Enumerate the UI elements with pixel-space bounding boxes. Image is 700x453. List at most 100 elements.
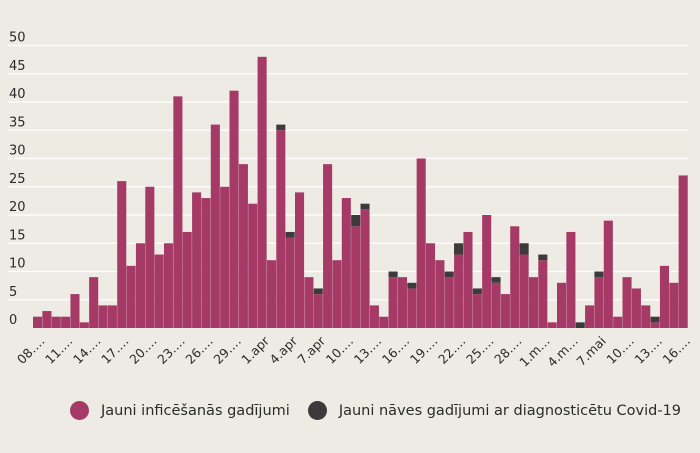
bar-infections[interactable] [295, 192, 305, 328]
bar-infections[interactable] [463, 231, 473, 328]
bar-infections[interactable] [557, 282, 567, 328]
bar-infections[interactable] [210, 124, 220, 328]
bar-infections[interactable] [435, 260, 445, 328]
bar-infections[interactable] [444, 277, 454, 328]
x-tick-label: 7.mai [573, 333, 609, 369]
legend-item-infections[interactable]: Jauni inficēšanās gadījumi [70, 401, 290, 420]
bar-infections[interactable] [528, 277, 539, 328]
x-tick-label: 26.… [182, 333, 216, 367]
bar-infections[interactable] [61, 316, 71, 328]
bar-deaths[interactable] [285, 231, 295, 238]
bar-infections[interactable] [397, 277, 408, 328]
bar-infections[interactable] [482, 215, 492, 328]
bar-infections[interactable] [416, 158, 426, 329]
bar-infections[interactable] [547, 322, 557, 328]
bar-infections[interactable] [360, 209, 370, 328]
bar-infections[interactable] [276, 130, 286, 328]
x-tick-label: 20.… [126, 333, 160, 367]
bar-infections[interactable] [491, 282, 501, 328]
bar-infections[interactable] [182, 231, 192, 328]
bar-infections[interactable] [42, 311, 52, 328]
legend-item-deaths[interactable]: Jauni nāves gadījumi ar diagnosticētu Co… [307, 401, 682, 420]
bar-infections[interactable] [510, 226, 520, 328]
bar-infections[interactable] [613, 316, 623, 328]
bar-infections[interactable] [107, 305, 117, 328]
bar-infections[interactable] [454, 254, 464, 328]
bar-infections[interactable] [379, 316, 389, 328]
bar-infections[interactable] [70, 294, 80, 328]
bar-infections[interactable] [332, 260, 342, 328]
bar-infections[interactable] [594, 277, 604, 328]
bar-deaths[interactable] [407, 282, 417, 289]
legend-label-deaths: Jauni nāves gadījumi ar diagnosticētu Co… [338, 402, 682, 419]
bar-infections[interactable] [98, 305, 108, 328]
bar-infections[interactable] [678, 175, 688, 328]
bar-infections[interactable] [154, 254, 164, 328]
bar-infections[interactable] [585, 305, 595, 328]
bar-deaths[interactable] [519, 243, 529, 255]
x-tick-label: 16.… [379, 333, 413, 367]
bar-infections[interactable] [126, 265, 136, 328]
bar-infections[interactable] [220, 186, 230, 328]
bar-infections[interactable] [304, 277, 314, 328]
bar-infections[interactable] [201, 198, 211, 328]
bar-deaths[interactable] [650, 316, 660, 323]
bar-infections[interactable] [603, 220, 613, 328]
bar-infections[interactable] [341, 198, 351, 328]
bar-infections[interactable] [89, 277, 99, 328]
bar-infections[interactable] [248, 203, 258, 328]
bar-infections[interactable] [164, 243, 174, 328]
bar-infections[interactable] [313, 294, 323, 328]
bar-infections[interactable] [229, 90, 239, 328]
bar-deaths[interactable] [276, 124, 286, 131]
bar-infections[interactable] [659, 265, 670, 328]
x-tick-label: 7.apr [294, 333, 328, 367]
bar-infections[interactable] [173, 96, 183, 328]
bar-infections[interactable] [79, 322, 89, 328]
bar-infections[interactable] [192, 192, 202, 328]
bar-infections[interactable] [500, 294, 510, 328]
bar-infections[interactable] [285, 237, 295, 328]
x-tick-label: 17.… [98, 333, 132, 367]
bar-infections[interactable] [426, 243, 436, 328]
bar-infections[interactable] [51, 316, 61, 328]
bar-deaths[interactable] [388, 271, 398, 278]
bar-infections[interactable] [519, 254, 529, 328]
bar-infections[interactable] [472, 294, 482, 328]
bar-infections[interactable] [407, 288, 417, 328]
bars [33, 56, 688, 329]
bar-deaths[interactable] [594, 271, 604, 278]
x-tick-label: 4.apr [266, 333, 300, 367]
bar-deaths[interactable] [360, 203, 370, 210]
bar-infections[interactable] [369, 305, 379, 328]
bar-infections[interactable] [238, 164, 248, 328]
bar-deaths[interactable] [472, 288, 482, 295]
bar-infections[interactable] [257, 56, 267, 329]
bar-infections[interactable] [33, 316, 43, 328]
bar-infections[interactable] [631, 288, 641, 328]
bar-infections[interactable] [566, 231, 576, 328]
bar-deaths[interactable] [351, 215, 361, 227]
bar-infections[interactable] [669, 282, 679, 328]
bar-infections[interactable] [538, 260, 548, 328]
bar-infections[interactable] [145, 186, 155, 328]
bar-deaths[interactable] [444, 271, 454, 278]
bar-infections[interactable] [117, 181, 127, 328]
y-tick-label: 0 [9, 313, 17, 328]
bar-infections[interactable] [323, 164, 333, 328]
bar-infections[interactable] [641, 305, 651, 328]
bar-infections[interactable] [135, 243, 146, 328]
bar-infections[interactable] [388, 277, 398, 328]
bar-infections[interactable] [622, 277, 632, 328]
bar-deaths[interactable] [313, 288, 323, 295]
bar-infections[interactable] [650, 322, 660, 328]
x-tick-label: 08.… [14, 333, 48, 367]
x-tick-label: 10.… [603, 333, 637, 367]
bar-deaths[interactable] [491, 277, 501, 283]
bar-deaths[interactable] [575, 322, 585, 328]
bar-deaths[interactable] [454, 243, 464, 255]
bar-deaths[interactable] [538, 254, 548, 261]
bar-infections[interactable] [266, 260, 277, 328]
bar-infections[interactable] [351, 226, 361, 328]
